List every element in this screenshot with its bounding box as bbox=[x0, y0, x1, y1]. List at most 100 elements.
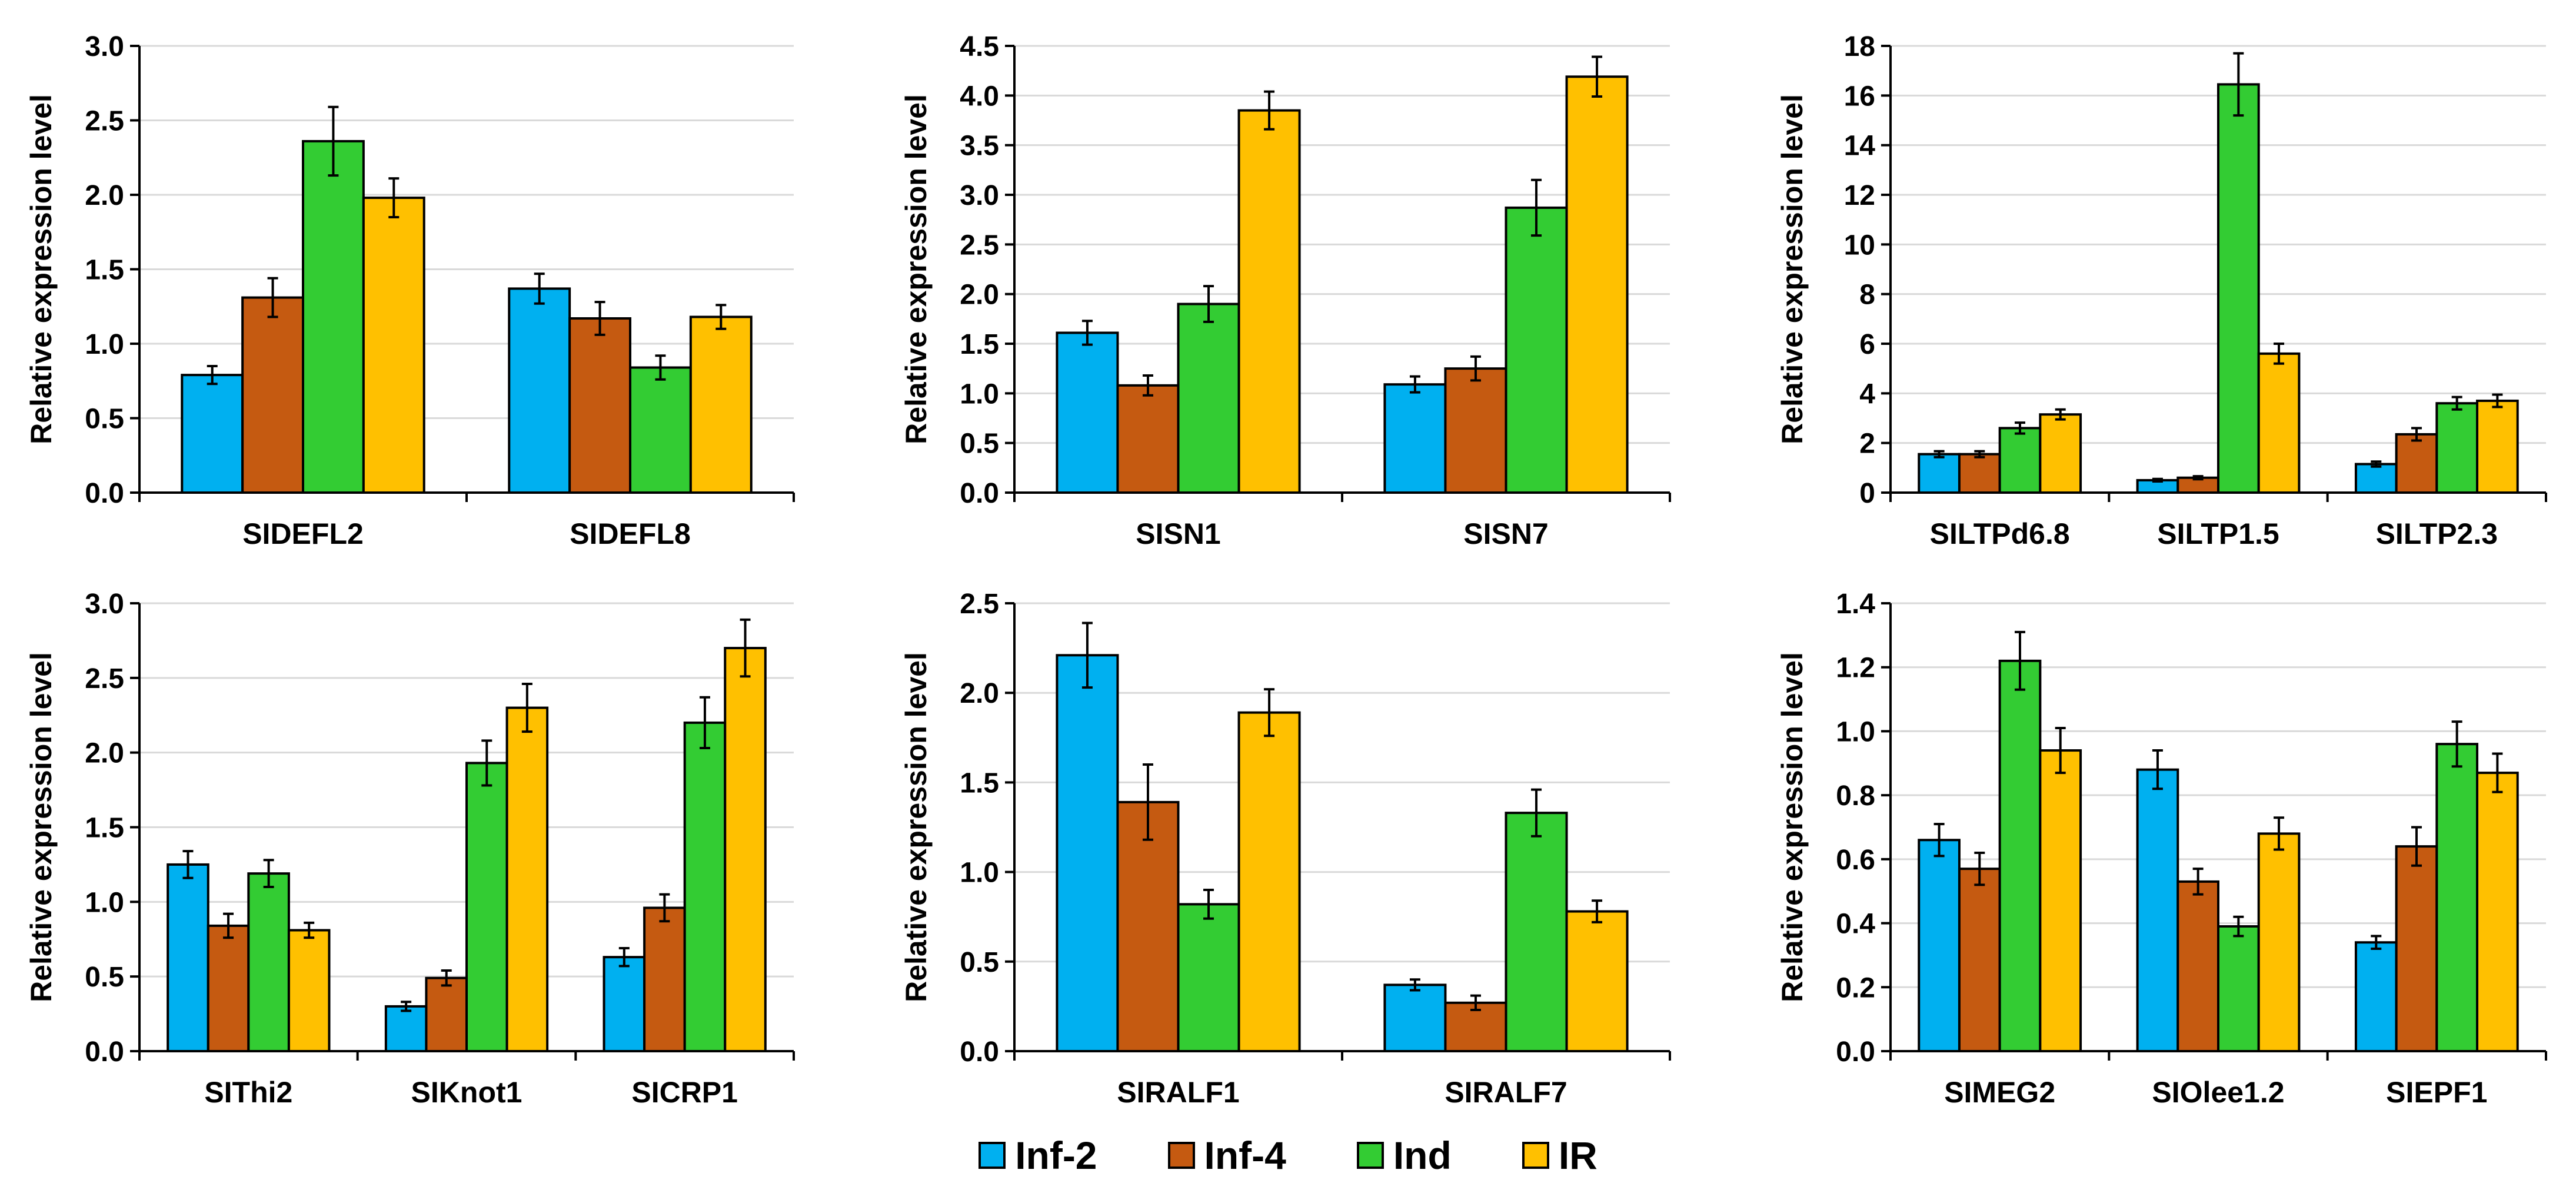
bar-siltpd6-8-inf-4 bbox=[1958, 453, 2001, 494]
bar-sisn1-ind bbox=[1177, 303, 1240, 494]
x-tick-label-siepf1: SIEPF1 bbox=[2386, 1076, 2487, 1109]
x-tick-label-siltp2-3: SILTP2.3 bbox=[2376, 517, 2498, 550]
bar-sidefl8-ind bbox=[629, 366, 692, 494]
bar-sisn7-inf-2 bbox=[1383, 383, 1447, 494]
bar-siltpd6-8-ind bbox=[1998, 427, 2042, 494]
x-tick-label-siltpd6-8: SILTPd6.8 bbox=[1930, 517, 2070, 550]
y-tick-label: 1.0 bbox=[85, 887, 124, 918]
y-tick-label: 14 bbox=[1844, 131, 1876, 162]
y-tick-label: 2.5 bbox=[85, 106, 124, 137]
bar-siltp2-3-ind bbox=[2435, 402, 2479, 494]
chart-5: 0.0 0.5 1.0 1.5 2.0 2.5 Relative expression le… bbox=[900, 589, 1671, 1109]
bar-siralf1-inf-2 bbox=[1056, 654, 1119, 1052]
y-tick-label: 2.0 bbox=[960, 280, 999, 311]
bar-sidefl8-ir bbox=[689, 315, 753, 494]
y-axis-label: Relative expression level bbox=[1776, 94, 1809, 444]
y-tick-label: 1.2 bbox=[1836, 653, 1875, 684]
y-tick-label: 0 bbox=[1859, 478, 1875, 509]
y-tick-label: 0.5 bbox=[960, 428, 999, 460]
y-tick-label: 1.4 bbox=[1836, 589, 1875, 620]
y-tick-label: 1.5 bbox=[85, 255, 124, 286]
bar-siepf1-ir bbox=[2476, 772, 2519, 1053]
y-tick-label: 1.5 bbox=[960, 767, 999, 799]
bar-sicrp1-ind bbox=[683, 721, 727, 1052]
legend-item-inf2: Inf-2 bbox=[979, 1133, 1097, 1178]
x-tick-label-siknot1: SIKnot1 bbox=[411, 1076, 522, 1109]
bar-sicrp1-inf-2 bbox=[603, 956, 646, 1052]
bar-siltp2-3-ir bbox=[2476, 399, 2519, 494]
x-tick-label-sithi2: SIThi2 bbox=[204, 1076, 292, 1109]
bar-siltp2-3-inf-2 bbox=[2354, 463, 2398, 494]
bar-sisn7-ir bbox=[1565, 75, 1629, 494]
bar-sicrp1-ir bbox=[724, 647, 767, 1052]
legend-swatch-inf4 bbox=[1167, 1142, 1195, 1169]
x-tick-label-siltp1-5: SILTP1.5 bbox=[2157, 517, 2279, 550]
y-tick-label: 18 bbox=[1844, 31, 1875, 62]
bar-siltpd6-8-ir bbox=[2039, 413, 2082, 494]
y-tick-label: 4 bbox=[1859, 378, 1875, 410]
bar-siolee1-2-inf-4 bbox=[2176, 880, 2219, 1052]
bar-siepf1-ind bbox=[2435, 743, 2479, 1052]
legend-label-inf4: Inf-4 bbox=[1204, 1134, 1286, 1177]
y-tick-label: 0.0 bbox=[85, 478, 124, 509]
x-tick-label-sisn7: SISN7 bbox=[1463, 517, 1549, 550]
legend-label-ir: IR bbox=[1558, 1134, 1597, 1177]
bar-siknot1-inf-2 bbox=[384, 1005, 428, 1053]
chart-6: 0.0 0.2 0.4 0.6 0.8 1.0 1.2 1.4 Relative express… bbox=[1776, 589, 2547, 1109]
bar-siknot1-inf-4 bbox=[425, 976, 468, 1053]
legend-swatch-inf2 bbox=[979, 1142, 1006, 1169]
bar-siknot1-ir bbox=[505, 706, 549, 1052]
bar-siknot1-ind bbox=[465, 762, 508, 1052]
y-tick-label: 10 bbox=[1844, 230, 1875, 261]
bar-sicrp1-inf-4 bbox=[643, 906, 686, 1052]
x-tick-label-siralf7: SIRALF7 bbox=[1445, 1076, 1567, 1109]
bar-siltp1-5-ind bbox=[2217, 83, 2260, 494]
bar-siepf1-inf-2 bbox=[2354, 941, 2398, 1052]
y-axis-label: Relative expression level bbox=[1776, 652, 1809, 1002]
y-tick-label: 1.5 bbox=[960, 329, 999, 360]
x-tick-label-sidefl8: SIDEFL8 bbox=[570, 517, 691, 550]
legend-label-ind: Ind bbox=[1393, 1134, 1452, 1177]
legend-item-ind: Ind bbox=[1356, 1133, 1452, 1178]
chart-2: 0.0 0.5 1.0 1.5 2.0 2.5 3.0 3.5 4.0 4.5 Relative e… bbox=[900, 31, 1671, 550]
y-tick-label: 2 bbox=[1859, 428, 1875, 460]
y-tick-label: 6 bbox=[1859, 329, 1875, 360]
chart-4: 0.0 0.5 1.0 1.5 2.0 2.5 3.0 Relative expression… bbox=[25, 589, 795, 1109]
y-tick-label: 16 bbox=[1844, 81, 1875, 112]
bar-siralf1-inf-4 bbox=[1116, 800, 1180, 1053]
y-tick-label: 0.2 bbox=[1836, 972, 1875, 1003]
y-axis-label: Relative expression level bbox=[25, 94, 58, 444]
x-tick-label-sisn1: SISN1 bbox=[1136, 517, 1221, 550]
y-tick-label: 1.0 bbox=[960, 858, 999, 889]
y-axis-label: Relative expression level bbox=[900, 94, 933, 444]
bar-siepf1-inf-4 bbox=[2395, 845, 2438, 1052]
bar-siolee1-2-inf-2 bbox=[2136, 768, 2179, 1052]
y-tick-label: 3.0 bbox=[85, 589, 124, 620]
bar-sisn1-inf-4 bbox=[1116, 384, 1180, 494]
legend-item-inf4: Inf-4 bbox=[1167, 1133, 1286, 1178]
bar-siralf1-ir bbox=[1237, 711, 1301, 1052]
y-tick-label: 1.5 bbox=[85, 813, 124, 844]
bar-sidefl8-inf-4 bbox=[568, 317, 632, 494]
bar-simeg2-ir bbox=[2039, 749, 2082, 1052]
y-tick-label: 0.5 bbox=[85, 962, 124, 993]
legend-item-ir: IR bbox=[1522, 1133, 1597, 1178]
y-tick-label: 4.0 bbox=[960, 81, 999, 112]
legend: Inf-2 Inf-4 Ind IR bbox=[0, 1129, 2576, 1182]
bar-siolee1-2-ir bbox=[2257, 832, 2301, 1053]
bar-siolee1-2-ind bbox=[2217, 925, 2260, 1053]
y-tick-label: 0.0 bbox=[1836, 1036, 1875, 1068]
bar-sidefl2-ir bbox=[362, 197, 425, 494]
bar-siltpd6-8-inf-2 bbox=[1918, 453, 1961, 494]
bar-siralf1-ind bbox=[1177, 903, 1240, 1052]
bar-sidefl2-ind bbox=[302, 139, 365, 494]
y-tick-label: 2.0 bbox=[85, 180, 124, 211]
bar-simeg2-inf-2 bbox=[1918, 839, 1961, 1052]
y-axis-label: Relative expression level bbox=[900, 652, 933, 1002]
bar-simeg2-ind bbox=[1998, 659, 2042, 1053]
bar-sidefl2-inf-2 bbox=[181, 374, 244, 494]
y-tick-label: 3.5 bbox=[960, 131, 999, 162]
y-tick-label: 0.4 bbox=[1836, 909, 1875, 940]
bar-sithi2-inf-4 bbox=[207, 924, 250, 1053]
